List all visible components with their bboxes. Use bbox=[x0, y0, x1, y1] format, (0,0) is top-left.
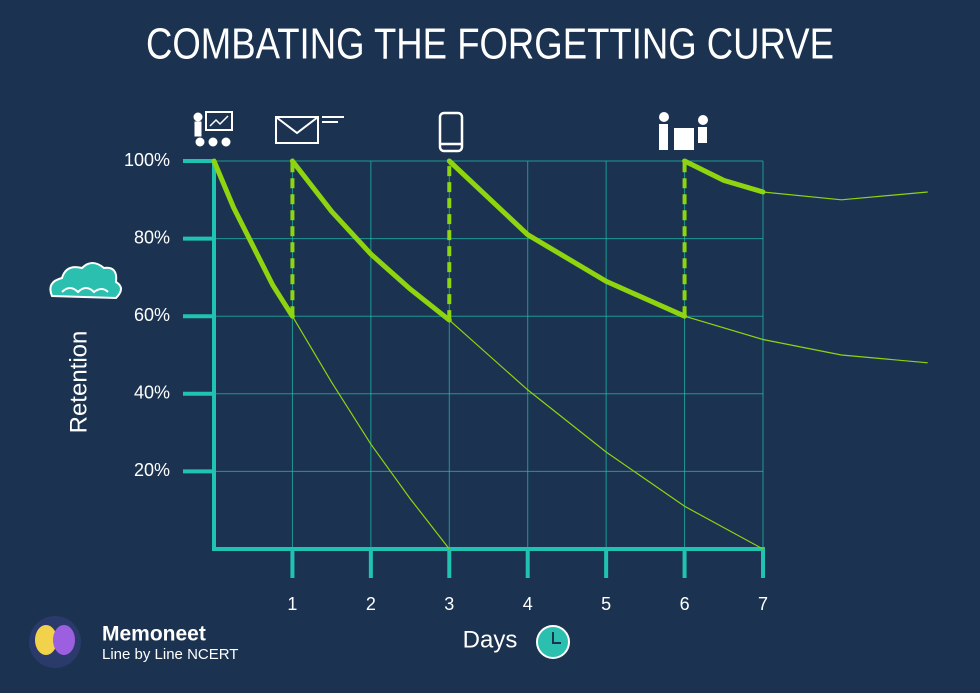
y-tick-label: 60% bbox=[134, 305, 170, 325]
retention-line bbox=[289, 158, 452, 323]
phone-icon bbox=[438, 111, 464, 153]
lecture-icon bbox=[193, 111, 233, 147]
x-tick-label: 3 bbox=[444, 594, 454, 614]
y-tick-label: 100% bbox=[124, 150, 170, 170]
logo bbox=[29, 616, 81, 668]
retention-line bbox=[446, 158, 688, 319]
chart-title: COMBATING THE FORGETTING CURVE bbox=[146, 20, 834, 69]
decay-line bbox=[448, 319, 764, 550]
decay-line bbox=[684, 315, 928, 364]
x-axis-label: Days bbox=[463, 626, 518, 653]
x-tick-label: 7 bbox=[758, 594, 768, 614]
decay-line bbox=[762, 191, 928, 201]
clock-icon bbox=[536, 625, 570, 659]
retention-line bbox=[211, 158, 295, 319]
y-axis-label: Retention bbox=[65, 331, 92, 434]
decay-line bbox=[291, 315, 450, 550]
x-tick-label: 2 bbox=[366, 594, 376, 614]
brand-tagline: Line by Line NCERT bbox=[102, 646, 238, 663]
email-icon bbox=[275, 116, 344, 144]
y-tick-label: 40% bbox=[134, 383, 170, 403]
x-tick-label: 5 bbox=[601, 594, 611, 614]
brand-name: Memoneet bbox=[102, 623, 206, 646]
brain-icon bbox=[49, 262, 122, 300]
y-tick-label: 80% bbox=[134, 227, 170, 247]
meeting-icon bbox=[659, 112, 708, 150]
x-tick-label: 1 bbox=[287, 594, 297, 614]
y-tick-label: 20% bbox=[134, 460, 170, 480]
retention-line bbox=[682, 158, 766, 195]
x-tick-label: 6 bbox=[680, 594, 690, 614]
x-tick-label: 4 bbox=[523, 594, 533, 614]
